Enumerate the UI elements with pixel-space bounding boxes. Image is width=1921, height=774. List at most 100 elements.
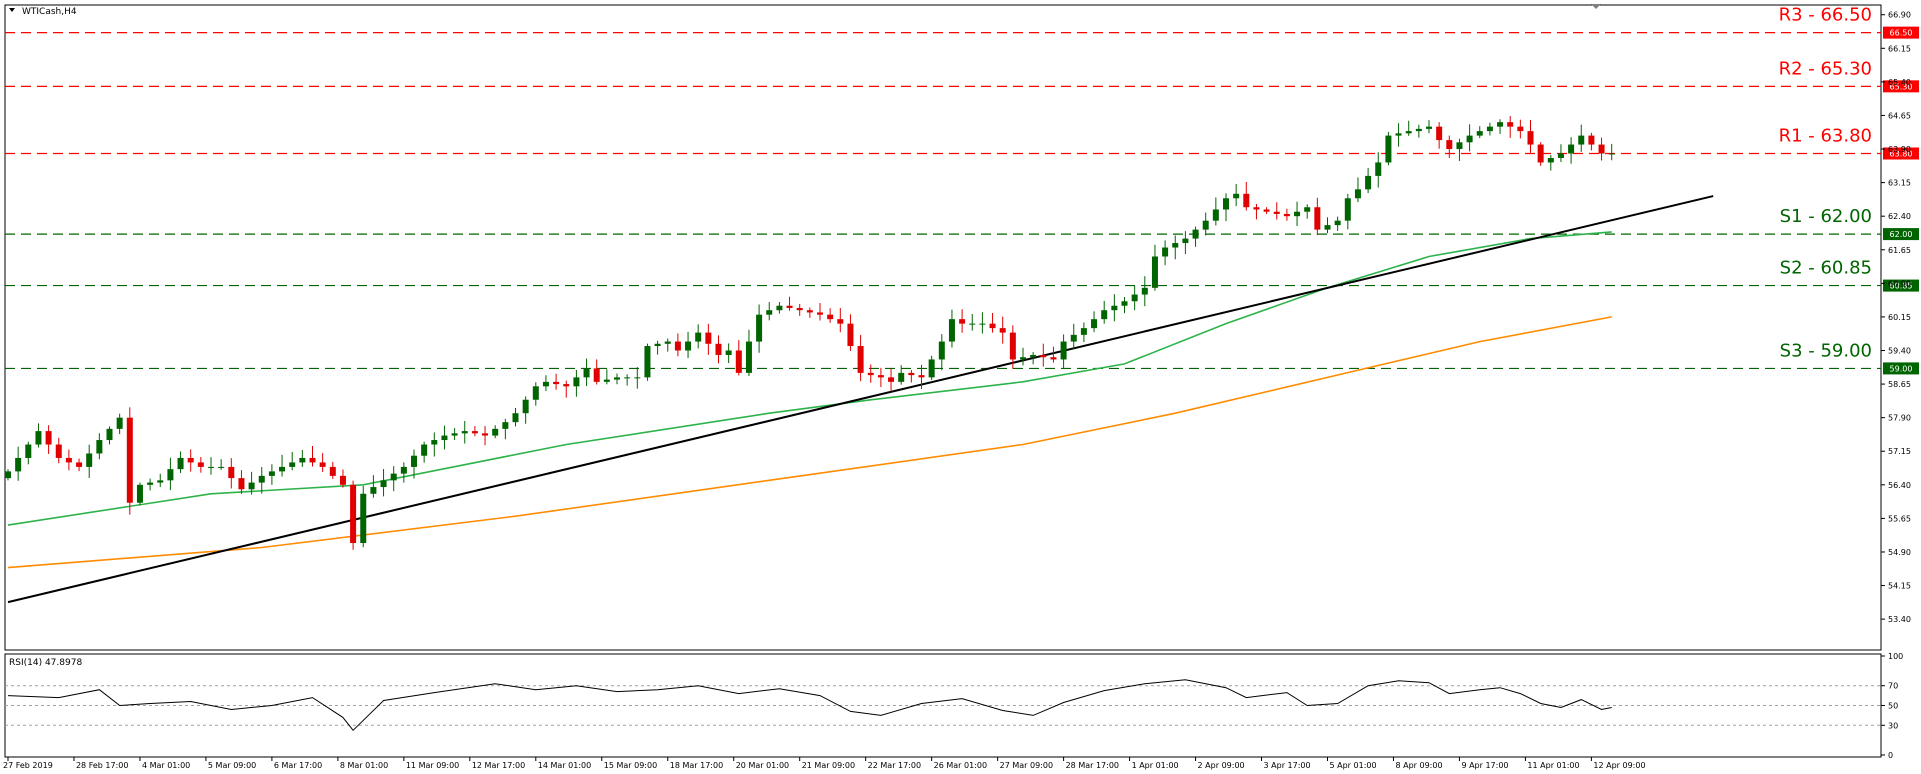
- candle-body: [157, 480, 164, 483]
- candle-body: [289, 462, 296, 467]
- rsi-title: RSI(14) 47.8978: [9, 658, 82, 668]
- candle-body: [898, 372, 905, 382]
- candle-body: [593, 368, 600, 382]
- time-tick-label: 15 Mar 09:00: [604, 761, 657, 770]
- level-axis-tag: [1883, 228, 1919, 241]
- candle-body: [1050, 357, 1057, 360]
- candle-body: [695, 332, 702, 342]
- candle-body: [1111, 305, 1118, 311]
- candle-body: [1121, 301, 1128, 306]
- candle-body: [431, 440, 438, 445]
- candle-body: [532, 386, 539, 400]
- rsi-indicator: 100 70 50 30 0: [5, 652, 1903, 760]
- candle-body: [989, 323, 996, 329]
- candle-body: [279, 466, 286, 472]
- time-tick-label: 12 Apr 09:00: [1593, 761, 1645, 770]
- dropdown-arrow-icon[interactable]: [9, 8, 15, 12]
- level-label: R3 - 66.50: [1779, 5, 1872, 26]
- candle-body: [1507, 122, 1514, 127]
- candle-body: [1253, 207, 1260, 210]
- candle-body: [1172, 243, 1179, 248]
- candle-body: [1202, 220, 1209, 230]
- candle-body: [1466, 135, 1473, 143]
- candle-body: [1294, 211, 1301, 217]
- candle-body: [65, 457, 72, 463]
- candle-body: [1375, 162, 1382, 176]
- candle-body: [1476, 131, 1483, 136]
- candle-body: [1598, 144, 1605, 154]
- candle-body: [1273, 211, 1280, 214]
- candle-body: [116, 417, 123, 429]
- candle-body: [1324, 225, 1331, 230]
- candle-body: [258, 475, 265, 483]
- candle-body: [725, 350, 732, 355]
- candle-body: [522, 399, 529, 414]
- candle-body: [827, 314, 834, 320]
- price-tick-label: 63.15: [1888, 179, 1911, 188]
- time-tick-label: 28 Mar 17:00: [1066, 761, 1119, 770]
- price-tick-label: 54.15: [1888, 582, 1911, 591]
- time-tick-label: 26 Mar 01:00: [934, 761, 987, 770]
- candle-body: [390, 473, 397, 481]
- candle-body: [644, 346, 651, 378]
- chart-shift-marker-icon[interactable]: [1591, 4, 1601, 9]
- candle-body: [735, 350, 742, 373]
- sr-levels: R3 - 66.50 66.50 R2 - 65.30 65.30 R1 - 63.80…: [5, 5, 1919, 375]
- price-tick-label: 65.40: [1888, 78, 1911, 87]
- candle-body: [1030, 354, 1037, 358]
- candle-body: [1486, 126, 1493, 132]
- candle-body: [421, 444, 428, 456]
- price-tick-label: 53.40: [1888, 615, 1911, 624]
- price-tick-label: 60.15: [1888, 313, 1911, 322]
- time-tick-label: 6 Mar 17:00: [274, 761, 322, 770]
- candle-body: [1304, 207, 1311, 212]
- candle-body: [1192, 229, 1199, 239]
- candle-body: [492, 428, 499, 436]
- candle-body: [55, 444, 62, 458]
- candle-body: [624, 377, 631, 379]
- time-tick-label: 11 Mar 09:00: [406, 761, 459, 770]
- price-tick-label: 63.90: [1888, 145, 1911, 154]
- candle-body: [553, 381, 560, 385]
- time-tick-label: 28 Feb 17:00: [76, 761, 128, 770]
- price-tick-label: 56.40: [1888, 481, 1911, 490]
- candle-body: [756, 314, 763, 342]
- candle-body: [1415, 128, 1422, 132]
- candle-body: [1456, 142, 1463, 150]
- candle-body: [969, 323, 976, 325]
- candle-body: [1020, 357, 1026, 360]
- level-axis-tag: [1883, 26, 1919, 39]
- level-axis-tag: [1883, 279, 1919, 292]
- candle-body: [238, 478, 245, 490]
- time-axis: 27 Feb 2019 28 Feb 17:00 4 Mar 01:00 5 Mar …: [3, 757, 1646, 770]
- candle-body: [786, 305, 793, 308]
- price-tick-label: 57.90: [1888, 414, 1911, 423]
- candle-body: [1568, 144, 1575, 154]
- candle-body: [197, 462, 204, 467]
- level-axis-tag-text: 65.30: [1890, 82, 1913, 91]
- candle-body: [766, 310, 773, 315]
- candle-body: [329, 466, 336, 476]
- rsi-tick-label: 0: [1888, 751, 1893, 760]
- candle-body: [634, 377, 641, 379]
- ma-slow-line: [7, 316, 1612, 569]
- candle-body: [471, 431, 478, 434]
- time-tick-label: 27 Mar 09:00: [1000, 761, 1053, 770]
- candle-body: [360, 493, 367, 544]
- level-axis-tag-text: 59.00: [1890, 364, 1913, 373]
- candle-body: [948, 319, 955, 342]
- candle-body: [400, 466, 407, 474]
- candle-body: [461, 431, 468, 434]
- candle-body: [888, 377, 895, 382]
- candle-body: [1557, 153, 1564, 158]
- time-tick-label: 4 Mar 01:00: [142, 761, 190, 770]
- candle-body: [1131, 294, 1138, 302]
- price-tick-label: 62.40: [1888, 212, 1911, 221]
- candle-body: [776, 305, 783, 311]
- candle-body: [136, 484, 143, 503]
- candle-body: [1537, 144, 1544, 163]
- candle-body: [928, 359, 935, 378]
- candle-body: [268, 471, 275, 476]
- candle-body: [959, 319, 966, 324]
